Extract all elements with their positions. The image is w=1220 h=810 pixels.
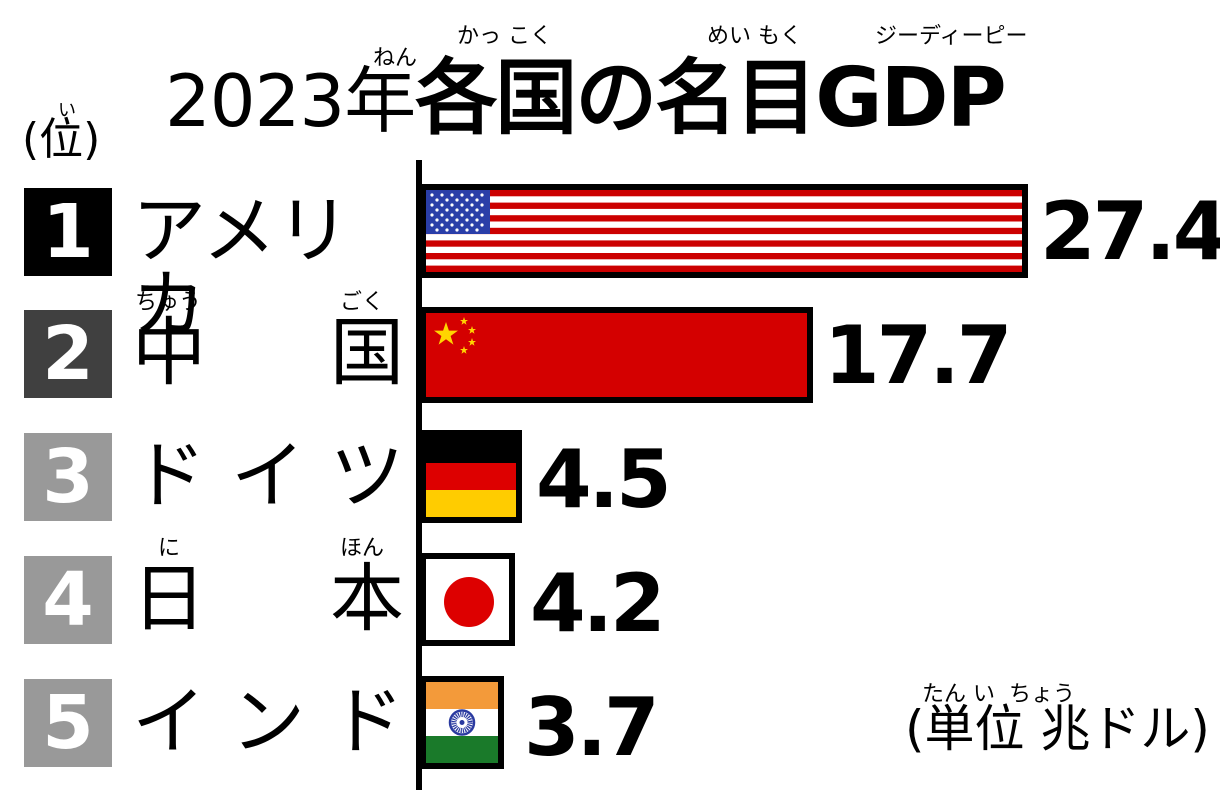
value-label-japan: 4.2 — [530, 557, 666, 650]
ruby-goku: ごく — [340, 290, 385, 315]
title-ruby-nen: ねん — [373, 46, 418, 71]
rank-badge-1: 1 — [24, 188, 112, 276]
country-label-china: 中 国 — [132, 316, 404, 390]
country-name-right: 本 — [330, 556, 404, 642]
japan-flag-icon — [426, 559, 509, 640]
y-axis-line — [416, 160, 422, 790]
value-label-germany: 4.5 — [536, 433, 672, 526]
ruby-chu: ちゅう — [135, 290, 202, 315]
country-label-japan: 日 本 — [132, 562, 404, 636]
rank-number: 2 — [42, 311, 94, 397]
title-year: 2023年 — [165, 59, 416, 143]
unit-ruby: たん い ちょう — [922, 682, 1075, 707]
title-main: 各国の名目GDP — [415, 51, 1006, 146]
rank-badge-2: 2 — [24, 310, 112, 398]
value-label-india: 3.7 — [524, 681, 660, 774]
rank-number: 1 — [42, 189, 94, 275]
bar-usa — [420, 184, 1028, 278]
rank-badge-4: 4 — [24, 556, 112, 644]
india-flag-icon — [426, 682, 498, 763]
country-label-germany: ド イ ツ — [132, 439, 404, 513]
country-name-mid: イ — [231, 433, 305, 519]
china-flag-icon — [426, 313, 807, 397]
rank-header: (位) — [22, 114, 101, 165]
bar-india — [420, 676, 504, 769]
usa-flag-icon — [426, 190, 1022, 272]
germany-flag-icon — [426, 436, 516, 517]
country-name-mid: ン — [231, 679, 305, 765]
country-name: アメリカ — [132, 188, 351, 348]
bar-china — [420, 307, 813, 403]
bar-japan — [420, 553, 515, 646]
country-name-left: 日 — [132, 556, 206, 642]
value-label-china: 17.7 — [824, 309, 1012, 402]
title-ruby-kakkoku: かっ こく — [457, 24, 552, 49]
rank-badge-3: 3 — [24, 433, 112, 521]
ruby-hon: ほん — [340, 536, 385, 561]
ruby-ni: に — [158, 536, 181, 561]
country-name-left: 中 — [132, 310, 206, 396]
rank-header-ruby: い — [58, 100, 76, 121]
unit-label: (単位 兆ドル) — [905, 700, 1210, 758]
rank-badge-5: 5 — [24, 679, 112, 767]
title-ruby-meimoku: めい もく — [707, 24, 802, 49]
country-label-india: イ ン ド — [132, 685, 404, 759]
chart-title: ねん かっ こく めい もく ジーディーピー 2023年各国の名目GDP — [165, 18, 1065, 143]
country-name-left: イ — [132, 679, 206, 765]
country-name-right: 国 — [330, 310, 404, 396]
country-name-right: ド — [330, 679, 404, 765]
rank-number: 4 — [42, 557, 94, 643]
rank-number: 3 — [42, 434, 94, 520]
title-ruby-gdp: ジーディーピー — [875, 24, 1028, 49]
country-name-right: ツ — [330, 433, 404, 519]
country-label-usa: アメリカ — [132, 194, 404, 342]
country-name-left: ド — [132, 433, 206, 519]
rank-number: 5 — [42, 680, 94, 766]
title-text: 2023年各国の名目GDP — [165, 58, 1007, 143]
value-label-usa: 27.4 — [1040, 185, 1220, 278]
bar-germany — [420, 430, 522, 523]
